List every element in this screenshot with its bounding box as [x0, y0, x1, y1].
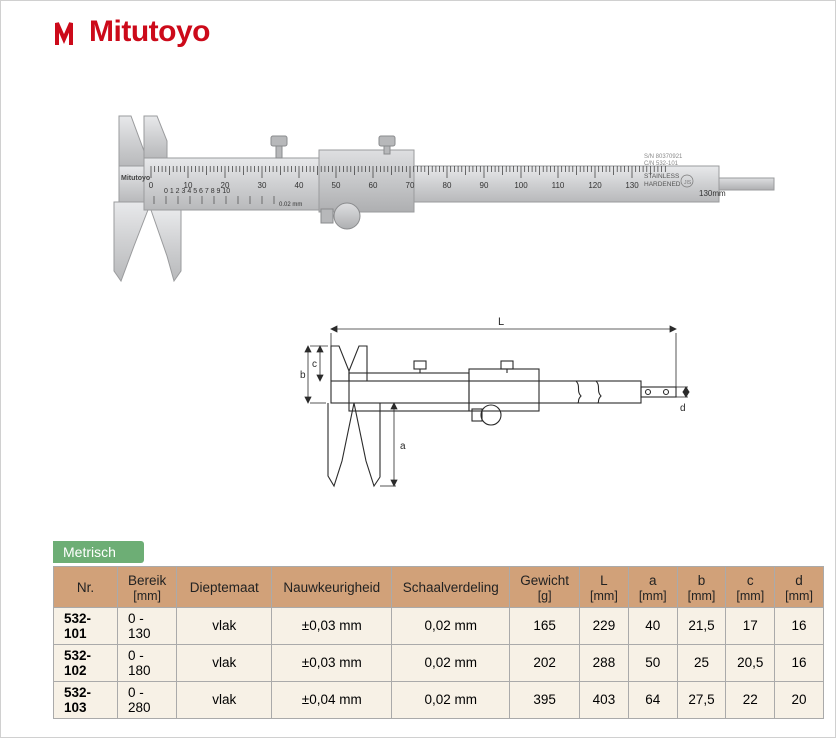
svg-text:b: b — [300, 370, 306, 381]
svg-text:S/N 80370921: S/N 80370921 — [644, 154, 683, 160]
cell-b: 27,5 — [677, 681, 726, 718]
cell-dieptemaat: vlak — [177, 607, 272, 644]
cell-gewicht: 202 — [510, 644, 580, 681]
svg-text:0: 0 — [148, 181, 153, 190]
cell-nauwkeurigheid: ±0,03 mm — [272, 644, 392, 681]
svg-text:c: c — [312, 359, 317, 370]
svg-text:50: 50 — [331, 181, 340, 190]
col-bereik: Bereik[mm] — [118, 567, 177, 608]
cell-a: 50 — [628, 644, 677, 681]
svg-text:130mm: 130mm — [699, 189, 726, 198]
svg-text:40: 40 — [294, 181, 303, 190]
col-d: d[mm] — [775, 567, 824, 608]
svg-text:d: d — [680, 403, 686, 414]
product-photo: 0102030405060708090100110120130 0 1 2 3 … — [56, 91, 781, 301]
svg-text:HARDENED: HARDENED — [644, 181, 681, 188]
brand-mark-icon — [55, 17, 83, 47]
cell-dieptemaat: vlak — [177, 644, 272, 681]
cell-gewicht: 395 — [510, 681, 580, 718]
spec-table-header: Nr.Bereik[mm]DieptemaatNauwkeurigheidSch… — [54, 567, 824, 608]
svg-text:0.02 mm: 0.02 mm — [279, 202, 302, 208]
col-nauwkeurigheid: Nauwkeurigheid — [272, 567, 392, 608]
col-c: c[mm] — [726, 567, 775, 608]
cell-bereik: 0 - 280 — [118, 681, 177, 718]
cell-L: 403 — [580, 681, 629, 718]
col-L: L[mm] — [580, 567, 629, 608]
table-row: 532-1020 - 180vlak±0,03 mm0,02 mm2022885… — [54, 644, 824, 681]
cell-nr: 532-102 — [54, 644, 118, 681]
cell-nauwkeurigheid: ±0,03 mm — [272, 607, 392, 644]
cell-d: 16 — [775, 644, 824, 681]
svg-text:Mitutoyo: Mitutoyo — [121, 175, 150, 182]
col-nr: Nr. — [54, 567, 118, 608]
col-gewicht: Gewicht[g] — [510, 567, 580, 608]
col-a: a[mm] — [628, 567, 677, 608]
svg-text:JIS: JIS — [684, 180, 692, 186]
cell-a: 40 — [628, 607, 677, 644]
svg-text:120: 120 — [588, 181, 602, 190]
cell-schaalverdeling: 0,02 mm — [392, 644, 510, 681]
cell-nr: 532-103 — [54, 681, 118, 718]
cell-L: 229 — [580, 607, 629, 644]
cell-d: 20 — [775, 681, 824, 718]
col-dieptemaat: Dieptemaat — [177, 567, 272, 608]
svg-text:a: a — [400, 441, 406, 452]
cell-schaalverdeling: 0,02 mm — [392, 681, 510, 718]
cell-gewicht: 165 — [510, 607, 580, 644]
cell-d: 16 — [775, 607, 824, 644]
table-row: 532-1030 - 280vlak±0,04 mm0,02 mm3954036… — [54, 681, 824, 718]
spec-table-body: 532-1010 - 130vlak±0,03 mm0,02 mm1652294… — [54, 607, 824, 718]
stainless-label: STAINLESS — [644, 173, 680, 180]
cell-c: 20,5 — [726, 644, 775, 681]
svg-text:L: L — [498, 316, 504, 328]
col-schaalverdeling: Schaalverdeling — [392, 567, 510, 608]
table-row: 532-1010 - 130vlak±0,03 mm0,02 mm1652294… — [54, 607, 824, 644]
cell-L: 288 — [580, 644, 629, 681]
svg-text:60: 60 — [368, 181, 377, 190]
svg-text:90: 90 — [479, 181, 488, 190]
svg-text:70: 70 — [405, 181, 414, 190]
cell-bereik: 0 - 130 — [118, 607, 177, 644]
cell-c: 17 — [726, 607, 775, 644]
brand-logo: Mitutoyo — [55, 15, 210, 49]
cell-bereik: 0 - 180 — [118, 644, 177, 681]
svg-text:130: 130 — [625, 181, 639, 190]
cell-c: 22 — [726, 681, 775, 718]
svg-text:0 1 2 3 4 5 6 7 8 9 10: 0 1 2 3 4 5 6 7 8 9 10 — [164, 188, 230, 195]
cell-b: 21,5 — [677, 607, 726, 644]
svg-text:100: 100 — [514, 181, 528, 190]
cell-a: 64 — [628, 681, 677, 718]
cell-schaalverdeling: 0,02 mm — [392, 607, 510, 644]
cell-nauwkeurigheid: ±0,04 mm — [272, 681, 392, 718]
technical-drawing: L b c a d — [276, 311, 696, 521]
cell-nr: 532-101 — [54, 607, 118, 644]
units-tag: Metrisch — [53, 541, 144, 563]
brand-name: Mitutoyo — [89, 15, 210, 49]
svg-text:110: 110 — [551, 181, 564, 190]
cell-b: 25 — [677, 644, 726, 681]
svg-text:C/N 532-101: C/N 532-101 — [644, 161, 679, 167]
svg-text:30: 30 — [257, 181, 266, 190]
spec-table: Nr.Bereik[mm]DieptemaatNauwkeurigheidSch… — [53, 566, 824, 719]
svg-text:80: 80 — [442, 181, 451, 190]
cell-dieptemaat: vlak — [177, 681, 272, 718]
col-b: b[mm] — [677, 567, 726, 608]
